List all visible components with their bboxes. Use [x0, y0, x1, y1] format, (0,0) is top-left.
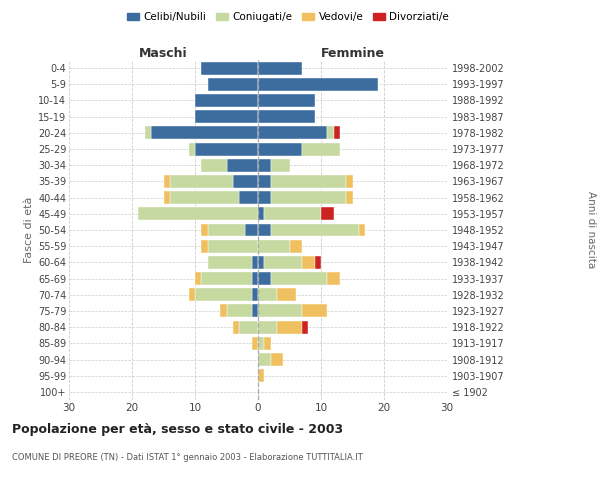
- Bar: [163, 175, 170, 188]
- Bar: [202, 224, 208, 236]
- Bar: [271, 224, 359, 236]
- Bar: [195, 110, 258, 123]
- Bar: [271, 272, 328, 285]
- Bar: [302, 320, 308, 334]
- Text: Femmine: Femmine: [320, 47, 385, 60]
- Bar: [258, 191, 271, 204]
- Bar: [202, 272, 252, 285]
- Bar: [202, 159, 227, 172]
- Bar: [239, 320, 258, 334]
- Bar: [271, 159, 290, 172]
- Bar: [258, 208, 265, 220]
- Bar: [208, 78, 258, 91]
- Bar: [302, 304, 328, 318]
- Bar: [208, 256, 252, 269]
- Bar: [258, 240, 290, 252]
- Bar: [195, 288, 252, 301]
- Bar: [233, 175, 258, 188]
- Bar: [346, 175, 353, 188]
- Bar: [233, 320, 239, 334]
- Bar: [258, 272, 271, 285]
- Text: Anni di nascita: Anni di nascita: [586, 192, 596, 268]
- Bar: [208, 240, 258, 252]
- Bar: [271, 175, 346, 188]
- Text: Popolazione per età, sesso e stato civile - 2003: Popolazione per età, sesso e stato civil…: [12, 422, 343, 436]
- Bar: [258, 142, 302, 156]
- Bar: [252, 288, 258, 301]
- Y-axis label: Fasce di età: Fasce di età: [23, 197, 34, 263]
- Bar: [170, 175, 233, 188]
- Bar: [277, 320, 302, 334]
- Bar: [258, 304, 302, 318]
- Bar: [302, 256, 315, 269]
- Bar: [258, 337, 265, 350]
- Bar: [252, 272, 258, 285]
- Bar: [265, 337, 271, 350]
- Bar: [202, 240, 208, 252]
- Bar: [258, 110, 314, 123]
- Bar: [271, 353, 283, 366]
- Bar: [202, 62, 258, 74]
- Bar: [195, 94, 258, 107]
- Bar: [145, 126, 151, 140]
- Bar: [258, 78, 378, 91]
- Bar: [314, 256, 321, 269]
- Bar: [258, 94, 314, 107]
- Bar: [334, 126, 340, 140]
- Bar: [359, 224, 365, 236]
- Bar: [252, 256, 258, 269]
- Bar: [227, 304, 252, 318]
- Bar: [265, 256, 302, 269]
- Bar: [258, 256, 265, 269]
- Bar: [252, 337, 258, 350]
- Bar: [245, 224, 258, 236]
- Bar: [188, 142, 195, 156]
- Bar: [277, 288, 296, 301]
- Bar: [328, 126, 334, 140]
- Bar: [258, 320, 277, 334]
- Bar: [258, 62, 302, 74]
- Bar: [220, 304, 227, 318]
- Bar: [328, 272, 340, 285]
- Bar: [265, 208, 321, 220]
- Bar: [163, 191, 170, 204]
- Bar: [258, 159, 271, 172]
- Legend: Celibi/Nubili, Coniugati/e, Vedovi/e, Divorziati/e: Celibi/Nubili, Coniugati/e, Vedovi/e, Di…: [123, 8, 453, 26]
- Bar: [302, 142, 340, 156]
- Bar: [271, 191, 346, 204]
- Bar: [170, 191, 239, 204]
- Bar: [258, 353, 271, 366]
- Bar: [290, 240, 302, 252]
- Bar: [346, 191, 353, 204]
- Bar: [258, 175, 271, 188]
- Bar: [239, 191, 258, 204]
- Bar: [188, 288, 195, 301]
- Bar: [252, 304, 258, 318]
- Bar: [258, 288, 277, 301]
- Bar: [195, 272, 202, 285]
- Text: Maschi: Maschi: [139, 47, 188, 60]
- Bar: [258, 224, 271, 236]
- Bar: [139, 208, 258, 220]
- Bar: [208, 224, 245, 236]
- Bar: [227, 159, 258, 172]
- Bar: [321, 208, 334, 220]
- Text: COMUNE DI PREORE (TN) - Dati ISTAT 1° gennaio 2003 - Elaborazione TUTTITALIA.IT: COMUNE DI PREORE (TN) - Dati ISTAT 1° ge…: [12, 452, 363, 462]
- Bar: [258, 369, 265, 382]
- Bar: [151, 126, 258, 140]
- Bar: [258, 126, 328, 140]
- Bar: [195, 142, 258, 156]
